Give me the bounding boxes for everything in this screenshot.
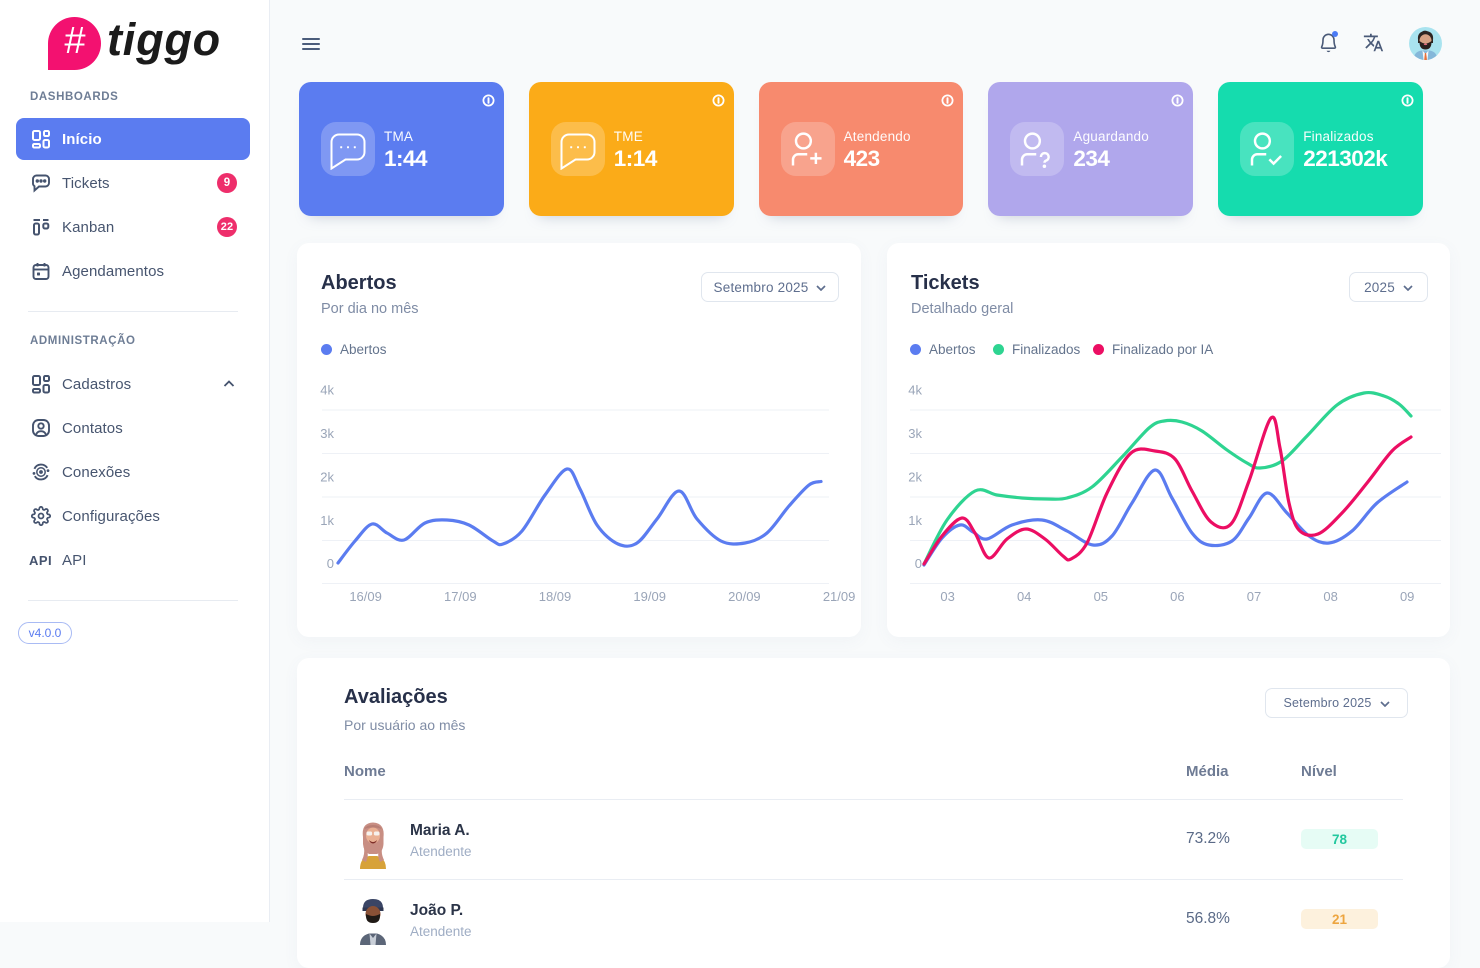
svg-text:04: 04 <box>1017 589 1031 604</box>
svg-text:2k: 2k <box>320 470 334 485</box>
svg-text:20/09: 20/09 <box>728 589 761 604</box>
svg-text:19/09: 19/09 <box>633 589 666 604</box>
svg-text:1k: 1k <box>908 513 922 528</box>
svg-text:05: 05 <box>1094 589 1108 604</box>
svg-text:3k: 3k <box>908 426 922 441</box>
svg-text:2k: 2k <box>908 470 922 485</box>
svg-text:07: 07 <box>1247 589 1261 604</box>
svg-text:03: 03 <box>940 589 954 604</box>
svg-text:06: 06 <box>1170 589 1184 604</box>
svg-text:18/09: 18/09 <box>539 589 572 604</box>
svg-text:09: 09 <box>1400 589 1414 604</box>
svg-text:17/09: 17/09 <box>444 589 477 604</box>
svg-text:21/09: 21/09 <box>823 589 856 604</box>
svg-text:4k: 4k <box>908 383 922 398</box>
svg-text:0: 0 <box>915 556 922 571</box>
svg-text:3k: 3k <box>320 426 334 441</box>
svg-text:0: 0 <box>327 556 334 571</box>
svg-text:16/09: 16/09 <box>349 589 382 604</box>
svg-text:1k: 1k <box>320 513 334 528</box>
svg-text:08: 08 <box>1323 589 1337 604</box>
svg-text:4k: 4k <box>320 383 334 398</box>
